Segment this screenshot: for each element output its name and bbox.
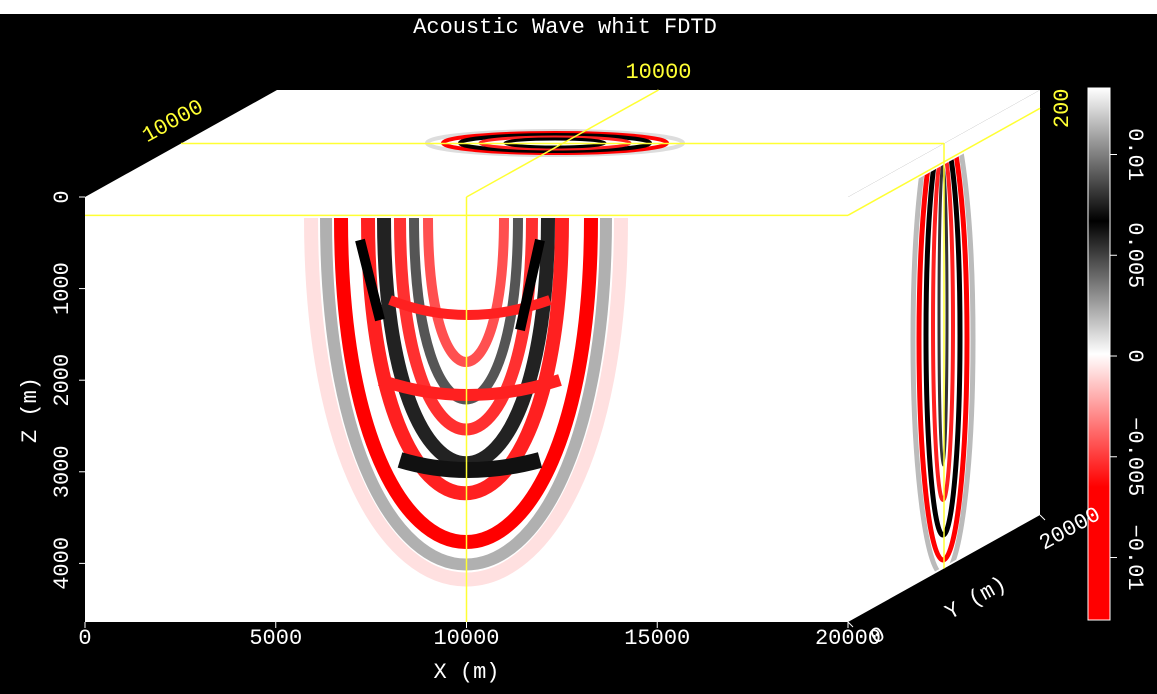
wave-band — [355, 238, 545, 332]
x-tick-label: 0 — [78, 626, 91, 651]
z-tick-label: 4000 — [50, 537, 75, 590]
wave-band — [361, 218, 569, 500]
slice-line — [847, 107, 1041, 216]
colorbar-tick-label: −0.005 — [1122, 417, 1147, 496]
x-tick-label: 20000 — [815, 626, 881, 651]
wave-band — [397, 452, 543, 478]
x-axis-label: X (m) — [433, 660, 499, 685]
top-strip — [0, 0, 1157, 14]
z-axis-label: Z (m) — [18, 377, 43, 443]
colorbar-tick-label: 0 — [1122, 349, 1147, 362]
x-tick-label: 15000 — [624, 626, 690, 651]
colorbar-tick-label: 0.005 — [1122, 222, 1147, 288]
z-tick-label: 2000 — [50, 354, 75, 407]
z-tick-label: 1000 — [50, 262, 75, 315]
y-tick — [1039, 514, 1046, 521]
z-tick-label: 3000 — [50, 445, 75, 498]
chart-title: Acoustic Wave whit FDTD — [413, 15, 717, 40]
y-tick — [847, 621, 854, 628]
x-tick-label: 10000 — [433, 626, 499, 651]
colorbar-tick-label: −0.01 — [1122, 525, 1147, 591]
wave-band — [388, 295, 552, 320]
colorbar — [1087, 87, 1111, 621]
slice-label: 10000 — [625, 60, 691, 85]
wave-band — [378, 374, 562, 401]
colorbar-tick-label: 0.01 — [1122, 128, 1147, 181]
z-tick-label: 0 — [50, 190, 75, 203]
slice-label: 200 — [1050, 89, 1075, 129]
y-axis-label: Y (m) — [941, 572, 1011, 626]
x-tick-label: 5000 — [249, 626, 302, 651]
